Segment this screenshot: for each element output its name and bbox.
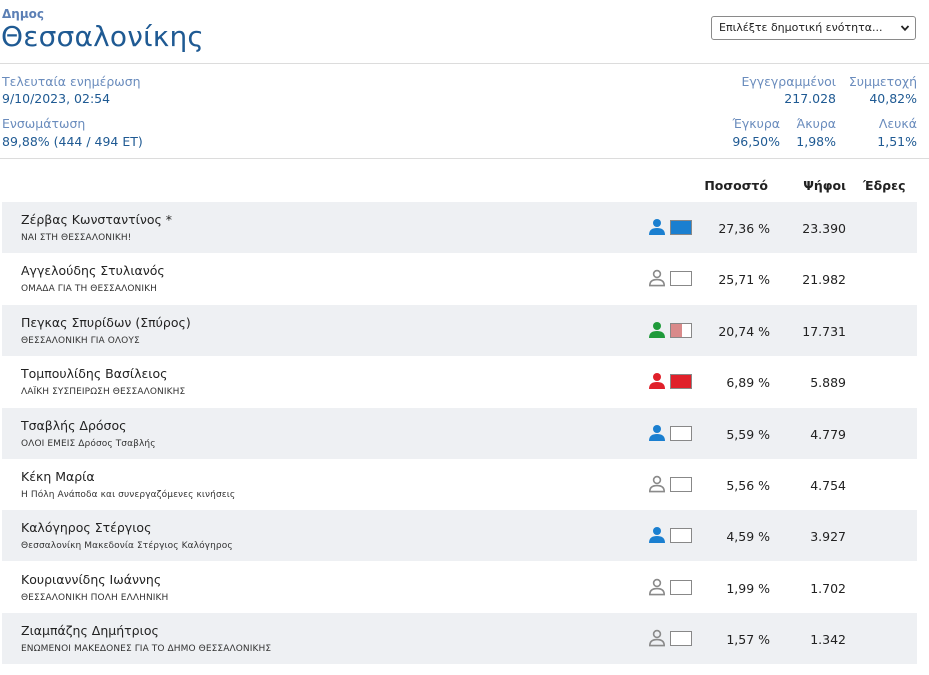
result-bar (670, 528, 692, 543)
party-name: Θεσσαλονίκη Μακεδονία Στέργιος Καλόγηρος (21, 541, 233, 551)
valid-label: Έγκυρα (732, 116, 781, 131)
column-header-votes: Ψήφοι (803, 178, 846, 193)
divider (0, 63, 929, 64)
page-header: Δημος Θεσσαλονίκης Επιλέξτε δημοτική ενό… (0, 0, 929, 64)
person-icon (649, 527, 665, 543)
valid-value: 96,50% (732, 134, 780, 149)
candidate-percent: 1,57 % (726, 632, 770, 647)
result-bar (670, 477, 692, 492)
person-icon (649, 425, 665, 441)
candidate-votes: 4.754 (810, 478, 846, 493)
chevron-down-icon (900, 25, 910, 32)
table-row[interactable]: Κέκη Μαρία Η Πόλη Ανάποδα και συνεργαζόμε… (2, 459, 917, 510)
result-bar (670, 323, 692, 338)
integration-label: Ενσωμάτωση (2, 116, 86, 131)
candidate-name: Πεγκας Σπυρίδων (Σπύρος) (21, 315, 191, 330)
page-subtitle: Δημος (2, 7, 45, 21)
person-icon (648, 475, 666, 493)
candidate-votes: 1.702 (810, 581, 846, 596)
candidate-name: Κέκη Μαρία (21, 469, 95, 484)
registered-label: Εγγεγραμμένοι (741, 74, 836, 89)
result-bar-fill (671, 221, 691, 234)
party-name: ΝΑΙ ΣΤΗ ΘΕΣΣΑΛΟΝΙΚΗ! (21, 233, 132, 243)
divider (0, 158, 929, 159)
table-row[interactable]: Τσαβλής Δρόσος ΟΛΟΙ ΕΜΕΙΣ Δρόσος Τσαβλής 5… (2, 408, 917, 459)
candidate-votes: 5.889 (810, 375, 846, 390)
candidate-votes: 21.982 (802, 272, 846, 287)
candidate-votes: 4.779 (810, 427, 846, 442)
candidate-votes: 17.731 (802, 324, 846, 339)
person-icon (648, 629, 666, 647)
municipal-unit-select-value: Επιλέξτε δημοτική ενότητα... (719, 21, 883, 34)
result-bar (670, 580, 692, 595)
party-name: ΟΜΑΔΑ ΓΙΑ ΤΗ ΘΕΣΣΑΛΟΝΙΚΗ (21, 284, 157, 294)
candidate-votes: 1.342 (810, 632, 846, 647)
result-bar (670, 220, 692, 235)
candidate-name: Καλόγηρος Στέργιος (21, 520, 152, 535)
candidate-percent: 27,36 % (718, 221, 770, 236)
turnout-label: Συμμετοχή (848, 74, 917, 89)
party-name: ΘΕΣΣΑΛΟΝΙΚΗ ΓΙΑ ΟΛΟΥΣ (21, 336, 140, 346)
party-name: ΛΑΪΚΗ ΣΥΣΠΕΙΡΩΣΗ ΘΕΣΣΑΛΟΝΙΚΗΣ (21, 387, 186, 397)
blank-label: Λευκά (878, 116, 917, 131)
candidate-name: Τομπουλίδης Βασίλειος (21, 366, 168, 381)
person-icon (649, 322, 665, 338)
result-bar (670, 271, 692, 286)
invalid-label: Άκυρα (796, 116, 836, 131)
candidate-name: Ζέρβας Κωνσταντίνος * (21, 212, 173, 227)
result-bar (670, 374, 692, 389)
column-header-percent: Ποσοστό (704, 178, 768, 193)
blank-value: 1,51% (877, 134, 917, 149)
candidate-percent: 4,59 % (726, 529, 770, 544)
candidate-votes: 23.390 (802, 221, 846, 236)
page-title: Θεσσαλονίκης (1, 20, 205, 53)
table-row[interactable]: Τομπουλίδης Βασίλειος ΛΑΪΚΗ ΣΥΣΠΕΙΡΩΣΗ ΘΕ… (2, 356, 917, 407)
party-name: ΘΕΣΣΑΛΟΝΙΚΗ ΠΟΛΗ ΕΛΛΗΝΙΚΗ (21, 593, 169, 603)
table-row[interactable]: Ζιαμπάζης Δημήτριος ΕΝΩΜΕΝΟΙ ΜΑΚΕΔΟΝΕΣ ΓΙ… (2, 613, 917, 664)
candidate-name: Κουριαννίδης Ιωάννης (21, 572, 162, 587)
party-name: ΟΛΟΙ ΕΜΕΙΣ Δρόσος Τσαβλής (21, 439, 156, 449)
result-bar-fill (671, 324, 682, 337)
candidate-percent: 6,89 % (726, 375, 770, 390)
municipal-unit-select[interactable]: Επιλέξτε δημοτική ενότητα... (711, 16, 916, 40)
candidate-name: Αγγελούδης Στυλιανός (21, 263, 165, 278)
candidate-percent: 5,56 % (726, 478, 770, 493)
table-row[interactable]: Κουριαννίδης Ιωάννης ΘΕΣΣΑΛΟΝΙΚΗ ΠΟΛΗ ΕΛΛ… (2, 562, 917, 613)
table-row[interactable]: Καλόγηρος Στέργιος Θεσσαλονίκη Μακεδονία … (2, 510, 917, 561)
person-icon (648, 578, 666, 596)
result-bar-fill (671, 375, 691, 388)
last-update-value: 9/10/2023, 02:54 (2, 91, 111, 106)
candidate-percent: 20,74 % (718, 324, 770, 339)
table-row[interactable]: Αγγελούδης Στυλιανός ΟΜΑΔΑ ΓΙΑ ΤΗ ΘΕΣΣΑΛΟ… (2, 253, 917, 304)
person-icon (648, 269, 666, 287)
candidate-name: Τσαβλής Δρόσος (21, 418, 127, 433)
registered-value: 217.028 (784, 91, 836, 106)
candidate-percent: 1,99 % (726, 581, 770, 596)
candidate-votes: 3.927 (810, 529, 846, 544)
candidate-name: Ζιαμπάζης Δημήτριος (21, 623, 159, 638)
invalid-value: 1,98% (796, 134, 836, 149)
last-update-label: Τελευταία ενημέρωση (2, 74, 141, 89)
turnout-value: 40,82% (869, 91, 917, 106)
result-bar (670, 631, 692, 646)
candidate-percent: 5,59 % (726, 427, 770, 442)
table-row[interactable]: Ζέρβας Κωνσταντίνος * ΝΑΙ ΣΤΗ ΘΕΣΣΑΛΟΝΙΚΗ… (2, 202, 917, 253)
candidate-percent: 25,71 % (718, 272, 770, 287)
integration-value: 89,88% (444 / 494 ΕΤ) (2, 134, 143, 149)
party-name: ΕΝΩΜΕΝΟΙ ΜΑΚΕΔΟΝΕΣ ΓΙΑ ΤΟ ΔΗΜΟ ΘΕΣΣΑΛΟΝΙ… (21, 644, 272, 654)
person-icon (649, 373, 665, 389)
party-name: Η Πόλη Ανάποδα και συνεργαζόμενες κινήσε… (21, 490, 236, 500)
table-row[interactable]: Πεγκας Σπυρίδων (Σπύρος) ΘΕΣΣΑΛΟΝΙΚΗ ΓΙΑ … (2, 305, 917, 356)
column-header-seats: Έδρες (863, 178, 906, 193)
person-icon (649, 219, 665, 235)
result-bar (670, 426, 692, 441)
